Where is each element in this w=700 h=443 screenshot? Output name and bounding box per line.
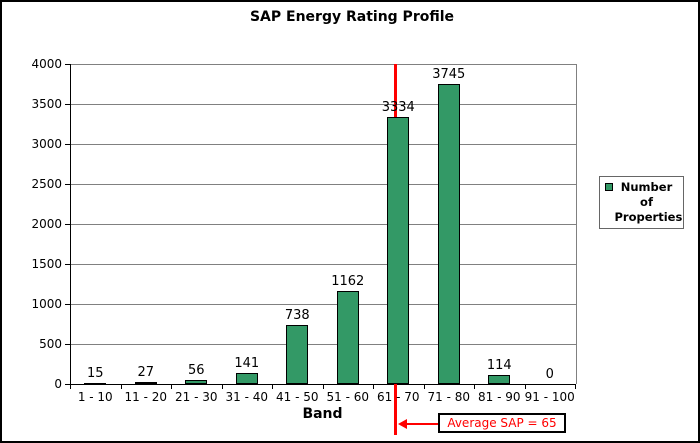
x-axis-title: Band <box>302 406 343 422</box>
y-axis-tick-label: 4000 <box>31 57 62 71</box>
gridline <box>71 104 576 105</box>
x-tick-mark <box>70 384 71 389</box>
bar <box>84 382 107 385</box>
x-tick-mark <box>423 384 425 389</box>
legend-entry: Number of Properties <box>604 180 683 225</box>
bar <box>336 291 359 384</box>
x-axis-tick-label: 71 - 80 <box>427 390 471 404</box>
y-axis-tick-label: 1000 <box>31 297 62 311</box>
gridline <box>71 344 576 345</box>
x-tick-mark <box>272 384 273 389</box>
y-axis-tick-label: 3500 <box>31 97 62 111</box>
x-tick-mark <box>474 384 475 389</box>
bar <box>235 372 258 384</box>
x-axis-tick-label: 1 - 10 <box>77 390 113 404</box>
x-tick-mark <box>120 384 122 389</box>
bar-value-label: 141 <box>234 355 260 371</box>
y-tick-mark <box>65 104 70 105</box>
y-tick-mark <box>65 304 70 305</box>
x-axis-tick-label: 91 - 100 <box>524 390 575 404</box>
y-tick-mark <box>65 224 70 225</box>
average-sap-annotation: Average SAP = 65 <box>438 413 566 433</box>
bar-value-label: 3334 <box>381 100 415 116</box>
x-axis-tick-label: 61 - 70 <box>377 390 420 404</box>
bar-value-label: 738 <box>284 307 310 323</box>
y-axis-tick-label: 500 <box>39 337 62 351</box>
gridline <box>71 144 576 145</box>
y-axis-tick-label: 3000 <box>31 137 62 151</box>
x-axis-tick-label: 51 - 60 <box>326 390 370 404</box>
bar-value-label: 27 <box>137 364 155 380</box>
bar-value-label: 114 <box>486 357 512 373</box>
x-axis-tick-label: 31 - 40 <box>225 390 269 404</box>
gridline <box>71 264 576 265</box>
y-tick-mark <box>65 144 70 145</box>
y-tick-mark <box>65 344 70 345</box>
y-axis-tick-label: 1500 <box>31 257 62 271</box>
y-tick-mark <box>65 64 70 65</box>
bar-value-label: 56 <box>187 362 205 378</box>
x-axis-tick-label: 21 - 30 <box>175 390 218 404</box>
bar-value-label: 0 <box>545 367 554 382</box>
bar-value-label: 3745 <box>432 67 466 83</box>
legend: Number of Properties <box>599 176 684 229</box>
bar <box>286 324 309 384</box>
plot-right-border <box>576 64 577 384</box>
y-axis-tick-label: 0 <box>54 377 62 391</box>
x-tick-mark <box>221 384 223 389</box>
x-tick-mark <box>575 384 576 389</box>
bar <box>134 381 157 384</box>
annotation-arrowhead-icon <box>398 419 407 429</box>
x-axis-tick-label: 11 - 20 <box>124 390 168 404</box>
bar <box>387 117 410 384</box>
legend-series-label: Number of Properties <box>614 180 683 224</box>
x-tick-mark <box>373 384 374 389</box>
y-tick-mark <box>65 264 70 265</box>
bar-value-label: 15 <box>86 365 104 381</box>
annotation-arrow-shaft <box>406 423 438 425</box>
chart-title: SAP Energy Rating Profile <box>249 9 455 25</box>
gridline <box>71 64 576 65</box>
x-tick-mark <box>322 384 324 389</box>
bar <box>437 84 460 384</box>
plot-area <box>70 64 577 385</box>
gridline <box>71 184 576 185</box>
gridline <box>71 224 576 225</box>
x-axis-tick-label: 41 - 50 <box>276 390 319 404</box>
legend-series-marker-icon <box>604 183 613 191</box>
y-axis-tick-label: 2500 <box>31 177 62 191</box>
gridline <box>71 304 576 305</box>
y-tick-mark <box>65 184 70 185</box>
bar <box>488 374 511 384</box>
y-tick-mark <box>65 384 70 385</box>
x-tick-mark <box>524 384 526 389</box>
bar-value-label: 1162 <box>331 274 365 290</box>
x-axis-tick-label: 81 - 90 <box>478 390 521 404</box>
annotation-text: Average SAP = 65 <box>447 416 557 430</box>
x-tick-mark <box>171 384 172 389</box>
bar <box>185 379 208 384</box>
y-axis-tick-label: 2000 <box>31 217 62 231</box>
